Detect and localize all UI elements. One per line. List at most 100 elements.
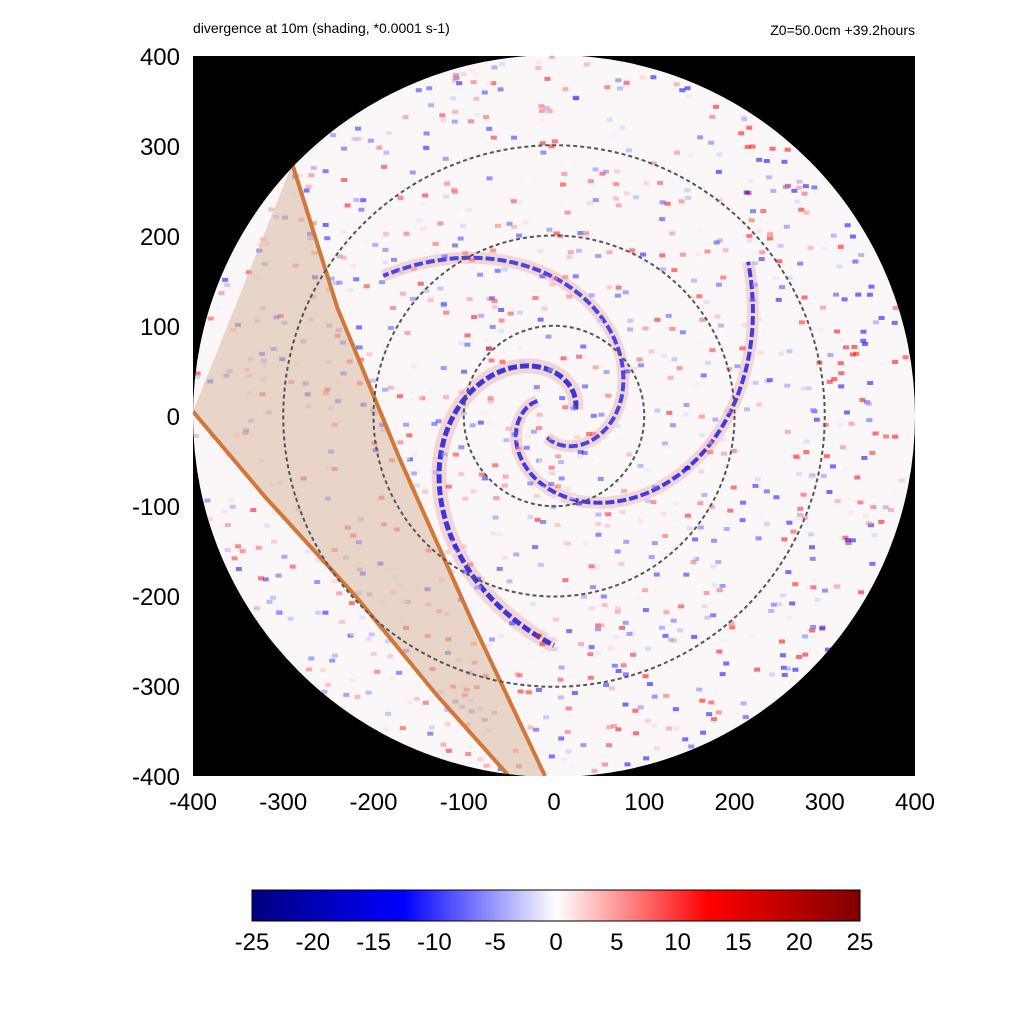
field-cell [567, 412, 574, 417]
field-cell [822, 247, 829, 252]
field-cell [650, 161, 657, 166]
field-cell [572, 274, 579, 279]
field-cell [546, 109, 553, 114]
field-cell [636, 357, 643, 362]
field-cell [194, 371, 201, 376]
field-cell [497, 532, 504, 537]
x-tick-label: -100 [440, 789, 488, 816]
field-cell [381, 237, 388, 242]
field-cell [207, 316, 214, 321]
field-cell [381, 164, 388, 169]
field-cell [491, 65, 498, 70]
field-cell [562, 87, 569, 92]
field-cell [720, 451, 727, 456]
field-cell [390, 305, 397, 310]
field-cell [423, 131, 430, 136]
field-cell [522, 220, 529, 225]
field-cell [637, 705, 644, 710]
field-cell [749, 297, 756, 302]
field-cell [595, 532, 602, 537]
field-cell [679, 330, 686, 335]
field-cell [475, 585, 482, 590]
field-cell [660, 511, 667, 516]
colorbar-bar [251, 889, 861, 922]
field-cell [751, 402, 758, 407]
y-tick-label: 0 [167, 404, 180, 431]
field-cell [594, 627, 601, 632]
field-cell [551, 276, 558, 281]
field-cell [658, 625, 665, 630]
field-cell [842, 467, 849, 472]
field-cell [887, 508, 894, 513]
field-cell [637, 664, 644, 669]
field-cell [497, 87, 504, 92]
field-cell [553, 231, 560, 236]
field-cell [548, 482, 555, 487]
field-cell [754, 667, 761, 672]
field-cell [537, 562, 544, 567]
field-cell [796, 472, 803, 477]
field-cell [558, 476, 565, 481]
field-cell [539, 118, 546, 123]
field-cell [250, 508, 257, 513]
field-cell [713, 240, 720, 245]
field-cell [518, 359, 525, 364]
field-cell [708, 504, 715, 509]
field-cell [755, 536, 762, 541]
field-cell [310, 221, 317, 226]
field-cell [610, 132, 617, 137]
colorbar-tick-label: -25 [235, 929, 270, 956]
field-cell [775, 602, 782, 607]
field-cell [810, 585, 817, 590]
field-cell [596, 318, 603, 323]
field-cell [562, 540, 569, 545]
field-cell [653, 572, 660, 577]
field-cell [714, 314, 721, 319]
field-cell [734, 364, 741, 369]
field-cell [680, 252, 687, 257]
x-tick-label: -300 [259, 789, 307, 816]
field-cell [711, 583, 718, 588]
field-cell [902, 355, 909, 360]
field-cell [643, 181, 650, 186]
field-cell [684, 188, 691, 193]
field-cell [844, 537, 851, 542]
field-cell [798, 207, 805, 212]
field-cell [741, 322, 748, 327]
field-cell [545, 334, 552, 339]
field-cell [467, 119, 474, 124]
field-cell [594, 565, 601, 570]
field-cell [459, 223, 466, 228]
field-cell [532, 387, 539, 392]
field-cell [707, 450, 714, 455]
field-cell [409, 102, 416, 107]
field-cell [718, 323, 725, 328]
field-cell [479, 410, 486, 415]
field-cell [801, 634, 808, 639]
field-cell [305, 667, 312, 672]
field-cell [266, 599, 273, 604]
field-cell [505, 426, 512, 431]
field-cell [451, 243, 458, 248]
field-cell [861, 456, 868, 461]
field-cell [441, 452, 448, 457]
field-cell [415, 88, 422, 93]
field-cell [606, 724, 613, 729]
field-cell [483, 763, 490, 768]
field-cell [229, 504, 236, 509]
field-cell [803, 450, 810, 455]
field-cell [853, 351, 860, 356]
field-cell [490, 135, 497, 140]
field-cell [396, 394, 403, 399]
field-cell [684, 466, 691, 471]
field-cell [892, 434, 899, 439]
field-cell [218, 291, 225, 296]
field-cell [766, 378, 773, 383]
field-cell [587, 179, 594, 184]
field-cell [363, 284, 370, 289]
field-cell [749, 144, 756, 149]
field-cell [837, 244, 844, 249]
overlay [282, 144, 826, 688]
field-cell [619, 125, 626, 130]
field-cell [694, 382, 701, 387]
